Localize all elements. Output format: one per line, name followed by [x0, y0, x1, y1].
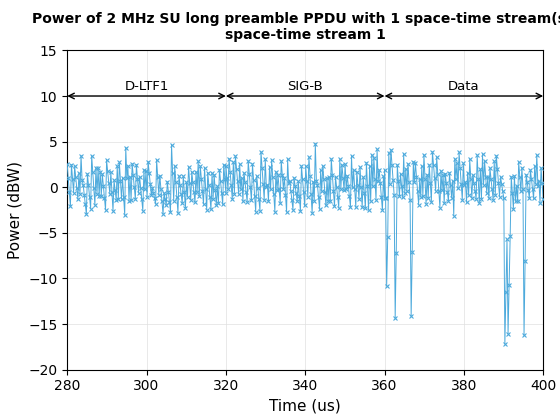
Text: Data: Data [448, 80, 480, 93]
Text: SIG-B: SIG-B [287, 80, 323, 93]
Y-axis label: Power (dBW): Power (dBW) [8, 161, 22, 259]
Title: Power of 2 MHz SU long preamble PPDU with 1 space-time stream(s),
space-time str: Power of 2 MHz SU long preamble PPDU wit… [32, 12, 560, 42]
Text: D-LTF1: D-LTF1 [124, 80, 169, 93]
X-axis label: Time (us): Time (us) [269, 399, 341, 414]
